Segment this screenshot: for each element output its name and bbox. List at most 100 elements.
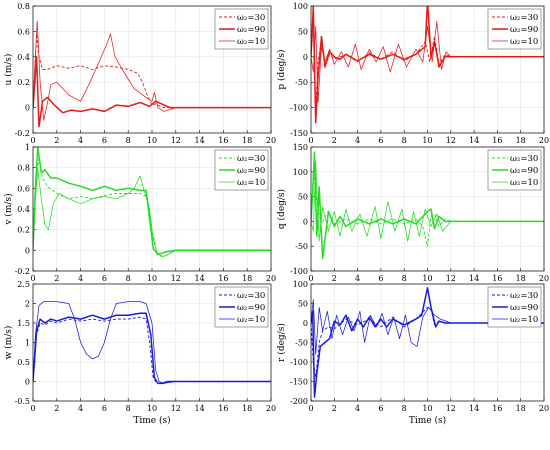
- y-tick-label: -100: [290, 104, 308, 113]
- x-tick-label: 2: [332, 136, 337, 145]
- x-tick-label: 2: [54, 136, 59, 145]
- x-tick-label: 12: [446, 136, 456, 145]
- x-tick-label: 2: [54, 274, 59, 283]
- legend-label: ω₂=10: [510, 178, 538, 188]
- y-tick-label: 0.6: [17, 27, 30, 36]
- plot-frame: [310, 5, 545, 134]
- series-line-2: [33, 147, 271, 256]
- y-tick-label: 2: [25, 300, 30, 309]
- panel-4: 0 2 4 6 8 10 12 14 16 18 20 -100 -50 0 50 100 150 q (deg/…: [276, 143, 549, 283]
- x-tick-label: 0: [30, 404, 35, 413]
- y-tick-label: -100: [290, 358, 308, 367]
- x-tick-label: 6: [102, 136, 107, 145]
- y-tick-label: 0.8: [17, 164, 30, 173]
- legend-label: ω₂=30: [237, 291, 265, 301]
- x-tick-label: 18: [516, 136, 526, 145]
- x-tick-label: 12: [446, 274, 456, 283]
- x-tick-label: 2: [332, 274, 337, 283]
- legend-label: ω₂=30: [510, 13, 538, 23]
- x-tick-label: 8: [402, 274, 407, 283]
- x-tick-label: 16: [218, 136, 228, 145]
- plot-frame: [310, 146, 545, 272]
- legend-label: ω₂=90: [237, 25, 265, 35]
- y-tick-label: 50: [298, 27, 308, 36]
- plot-frame: [32, 146, 272, 272]
- y-tick-label: -150: [290, 378, 308, 387]
- x-tick-label: 0: [30, 274, 35, 283]
- x-tick-label: 6: [378, 274, 383, 283]
- legend: ω₂=30 ω₂=90 ω₂=10: [214, 149, 269, 191]
- y-tick-label: 0.2: [17, 226, 30, 235]
- x-tick-label: 2: [332, 404, 337, 413]
- x-tick-label: 16: [492, 404, 502, 413]
- panel-3: 0 2 4 6 8 10 12 14 16 18 20-0.200.20.40.60.81v (m/…: [3, 143, 276, 283]
- series-line-2: [311, 151, 544, 260]
- x-tick-label: 8: [126, 136, 131, 145]
- x-tick-label: 20: [266, 404, 276, 413]
- x-axis-label: Time (s): [409, 415, 446, 426]
- x-tick-label: 4: [78, 274, 83, 283]
- x-tick-label: 4: [355, 136, 360, 145]
- x-tick-label: 4: [78, 404, 83, 413]
- legend-label: ω₂=30: [510, 291, 538, 301]
- x-tick-label: 0: [308, 136, 313, 145]
- x-tick-label: 16: [218, 274, 228, 283]
- x-tick-label: 6: [378, 404, 383, 413]
- series-line-3: [311, 161, 544, 242]
- y-axis-label: v (m/s): [3, 193, 14, 225]
- series-line-1: [33, 33, 271, 109]
- legend-label: ω₂=90: [510, 303, 538, 313]
- legend-label: ω₂=10: [510, 315, 538, 325]
- legend: ω₂=30 ω₂=90 ω₂=10: [487, 8, 542, 50]
- series-line-3: [311, 20, 544, 103]
- x-tick-label: 14: [469, 274, 479, 283]
- plot-frame: [32, 283, 272, 402]
- y-tick-label: -50: [295, 242, 308, 251]
- x-tick-label: 4: [355, 404, 360, 413]
- x-tick-label: 20: [539, 404, 549, 413]
- x-tick-label: 20: [266, 274, 276, 283]
- x-tick-label: 20: [539, 136, 549, 145]
- y-tick-label: -150: [290, 129, 308, 138]
- y-tick-label: 2.5: [17, 280, 30, 289]
- x-tick-label: 10: [422, 136, 432, 145]
- legend-label: ω₂=10: [237, 37, 265, 47]
- y-axis-label: q (deg/s): [276, 189, 287, 229]
- x-tick-label: 0: [308, 274, 313, 283]
- x-tick-label: 4: [78, 136, 83, 145]
- legend: ω₂=30 ω₂=90 ω₂=10: [487, 149, 542, 191]
- plot-frame: [310, 283, 545, 402]
- y-tick-label: 0.5: [17, 358, 30, 367]
- series-line-2: [311, 287, 544, 398]
- legend: ω₂=30 ω₂=90 ω₂=10: [214, 286, 269, 328]
- x-tick-label: 8: [402, 136, 407, 145]
- y-axis-label: r (deg/s): [276, 323, 287, 362]
- y-tick-label: 0.2: [17, 78, 30, 87]
- x-tick-label: 14: [469, 404, 479, 413]
- x-tick-label: 12: [171, 136, 181, 145]
- y-tick-label: -0.2: [15, 129, 30, 138]
- y-tick-label: -50: [295, 78, 308, 87]
- x-tick-label: 18: [242, 274, 252, 283]
- y-tick-label: 0: [303, 53, 308, 62]
- y-tick-label: 100: [293, 2, 308, 11]
- x-tick-label: 20: [539, 274, 549, 283]
- legend-label: ω₂=90: [237, 303, 265, 313]
- x-tick-label: 4: [355, 274, 360, 283]
- x-tick-label: 14: [195, 136, 205, 145]
- x-tick-label: 10: [147, 404, 157, 413]
- legend: ω₂=30 ω₂=90 ω₂=10: [214, 8, 269, 50]
- y-tick-label: -0.2: [15, 267, 30, 276]
- series-line-3: [311, 299, 544, 355]
- x-tick-label: 6: [102, 274, 107, 283]
- x-tick-label: 10: [147, 274, 157, 283]
- series-line-2: [33, 56, 271, 128]
- y-tick-label: 50: [298, 193, 308, 202]
- x-tick-label: 0: [30, 136, 35, 145]
- y-tick-label: 0.4: [17, 53, 30, 62]
- y-tick-label: 1: [25, 339, 30, 348]
- x-tick-label: 20: [266, 136, 276, 145]
- x-tick-label: 16: [492, 274, 502, 283]
- y-tick-label: 150: [293, 143, 308, 152]
